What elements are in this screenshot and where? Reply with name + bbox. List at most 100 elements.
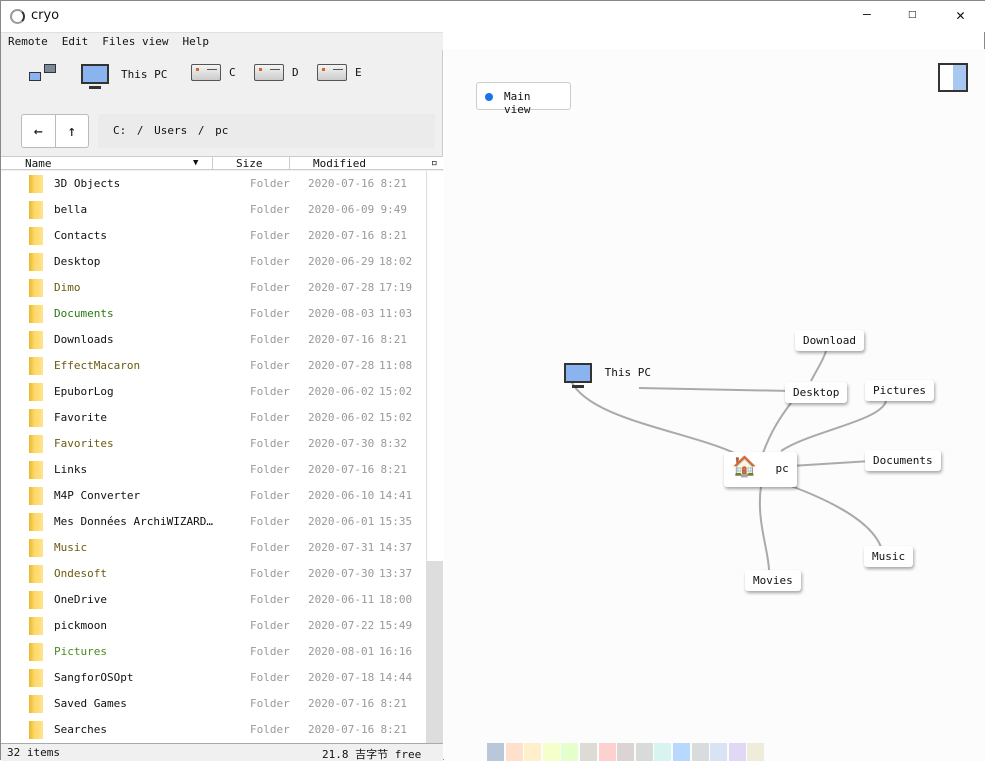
file-date: 2020-07-16	[308, 333, 375, 346]
main-view-tab[interactable]: Main view	[476, 82, 571, 116]
file-time: 18:02	[379, 255, 413, 268]
drive-c-button[interactable]: C	[191, 64, 236, 81]
file-row[interactable]: pickmoon Folder 2020-07-22 15:49	[1, 613, 426, 639]
column-name[interactable]: Name	[25, 157, 52, 170]
this-pc-button[interactable]: This PC	[81, 64, 168, 89]
breadcrumb[interactable]: C: / Users / pc	[98, 114, 435, 148]
file-row[interactable]: Links Folder 2020-07-16 8:21	[1, 457, 426, 483]
graph-node-download[interactable]: Download	[795, 330, 864, 351]
file-row[interactable]: Music Folder 2020-07-31 14:37	[1, 535, 426, 561]
graph-node-pictures[interactable]: Pictures	[865, 380, 934, 401]
folder-icon	[29, 201, 43, 219]
color-swatch[interactable]	[673, 743, 690, 761]
file-size: Folder	[250, 697, 290, 710]
menu-remote[interactable]: Remote	[8, 35, 48, 48]
file-row[interactable]: Ondesoft Folder 2020-07-30 13:37	[1, 561, 426, 587]
file-date: 2020-07-16	[308, 177, 375, 190]
column-size[interactable]: Size	[236, 157, 263, 170]
color-swatch[interactable]	[747, 743, 765, 761]
file-row[interactable]: Saved Games Folder 2020-07-16 8:21	[1, 691, 426, 717]
file-row[interactable]: 3D Objects Folder 2020-07-16 8:21	[1, 171, 426, 197]
file-row[interactable]: Pictures Folder 2020-08-01 16:16	[1, 639, 426, 665]
color-swatch[interactable]	[710, 743, 728, 761]
back-button[interactable]: ←	[22, 115, 56, 147]
network-button[interactable]	[29, 64, 59, 86]
graph-node-desktop[interactable]: Desktop	[785, 382, 848, 403]
split-view-button[interactable]	[938, 63, 968, 92]
folder-icon	[29, 539, 43, 557]
file-row[interactable]: Desktop Folder 2020-06-29 18:02	[1, 249, 426, 275]
file-date: 2020-07-18	[308, 671, 375, 684]
up-button[interactable]: ↑	[67, 122, 77, 140]
file-row[interactable]: Favorites Folder 2020-07-30 8:32	[1, 431, 426, 457]
file-row[interactable]: Searches Folder 2020-07-16 8:21	[1, 717, 426, 743]
file-date: 2020-06-09	[308, 203, 375, 216]
file-name: bella	[54, 203, 88, 216]
file-size: Folder	[250, 515, 290, 528]
file-row[interactable]: M4P Converter Folder 2020-06-10 14:41	[1, 483, 426, 509]
file-date: 2020-07-16	[308, 463, 375, 476]
color-swatch[interactable]	[617, 743, 635, 761]
scrollbar-thumb[interactable]	[426, 561, 443, 743]
graph-node-this-pc[interactable]: This PC	[556, 359, 659, 388]
file-time: 14:37	[379, 541, 413, 554]
color-swatch[interactable]	[505, 743, 523, 761]
file-size: Folder	[250, 437, 290, 450]
file-row[interactable]: OneDrive Folder 2020-06-11 18:00	[1, 587, 426, 613]
file-row[interactable]: EpuborLog Folder 2020-06-02 15:02	[1, 379, 426, 405]
file-row[interactable]: SangforOSOpt Folder 2020-07-18 14:44	[1, 665, 426, 691]
file-date: 2020-07-28	[308, 359, 375, 372]
file-name: Mes Données ArchiWIZARD…	[54, 515, 213, 528]
file-row[interactable]: Downloads Folder 2020-07-16 8:21	[1, 327, 426, 353]
close-button[interactable]: ✕	[956, 6, 966, 24]
graph-node-music[interactable]: Music	[864, 546, 914, 567]
file-row[interactable]: EffectMacaron Folder 2020-07-28 11:08	[1, 353, 426, 379]
drive-d-button[interactable]: D	[254, 64, 299, 81]
file-name: EffectMacaron	[54, 359, 141, 372]
folder-icon	[29, 487, 43, 505]
drive-e-button[interactable]: E	[317, 64, 362, 81]
file-row[interactable]: Documents Folder 2020-08-03 11:03	[1, 301, 426, 327]
file-row[interactable]: Contacts Folder 2020-07-16 8:21	[1, 223, 426, 249]
file-time: 15:02	[379, 385, 413, 398]
graph-view[interactable]	[444, 49, 985, 761]
color-swatch[interactable]	[691, 743, 709, 761]
maximize-button[interactable]: ☐	[908, 6, 917, 22]
file-date: 2020-07-16	[308, 229, 375, 242]
color-swatch[interactable]	[542, 743, 560, 761]
file-time: 8:21	[380, 177, 408, 190]
color-swatch[interactable]	[524, 743, 542, 761]
file-name: pickmoon	[54, 619, 107, 632]
file-name: Favorite	[54, 411, 107, 424]
column-modified[interactable]: Modified	[313, 157, 366, 170]
color-swatch[interactable]	[635, 743, 653, 761]
sort-desc-icon[interactable]: ▼	[193, 158, 199, 168]
menu-help[interactable]: Help	[182, 35, 209, 48]
graph-node-documents[interactable]: Documents	[865, 450, 941, 471]
file-row[interactable]: Dimo Folder 2020-07-28 17:19	[1, 275, 426, 301]
this-pc-label: This PC	[121, 67, 168, 81]
color-swatch[interactable]	[580, 743, 597, 761]
file-row[interactable]: Mes Données ArchiWIZARD… Folder 2020-06-…	[1, 509, 426, 535]
file-time: 8:21	[380, 697, 408, 710]
file-size: Folder	[250, 307, 290, 320]
file-row[interactable]: Favorite Folder 2020-06-02 15:02	[1, 405, 426, 431]
graph-node-pc[interactable]: 🏠 pc	[724, 452, 797, 487]
color-swatch[interactable]	[598, 743, 616, 761]
file-time: 17:19	[379, 281, 413, 294]
color-swatch[interactable]	[654, 743, 672, 761]
color-swatch[interactable]	[728, 743, 746, 761]
file-date: 2020-07-16	[308, 723, 375, 736]
color-swatch[interactable]	[561, 743, 579, 761]
free-space: 21.8 吉字节 free	[322, 748, 422, 761]
file-row[interactable]: bella Folder 2020-06-09 9:49	[1, 197, 426, 223]
menu-edit[interactable]: Edit	[61, 35, 89, 48]
graph-node-movies[interactable]: Movies	[745, 570, 801, 591]
minimize-button[interactable]: —	[863, 7, 871, 22]
color-swatch[interactable]	[487, 743, 504, 761]
column-options-icon[interactable]: ▫	[431, 156, 438, 169]
file-date: 2020-07-28	[308, 281, 375, 294]
folder-icon	[29, 227, 43, 245]
menu-files-view[interactable]: Files view	[102, 35, 169, 48]
